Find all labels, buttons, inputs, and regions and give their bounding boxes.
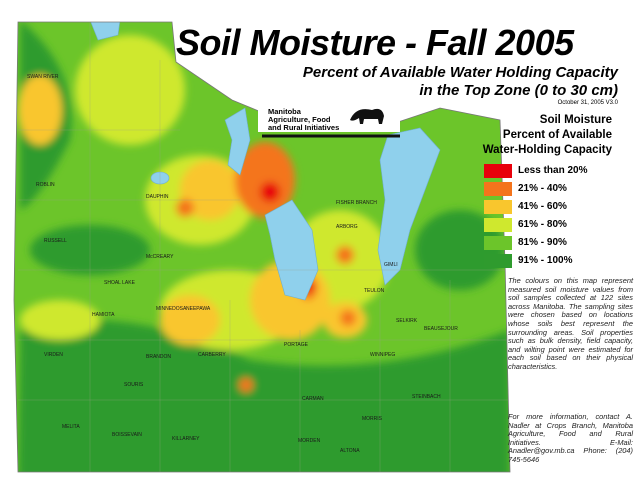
- place-label: KILLARNEY: [172, 436, 200, 442]
- logo-text: and Rural Initiatives: [268, 123, 340, 132]
- place-labels: SWAN RIVER ROBLIN RUSSELL DAUPHIN FISHER…: [27, 74, 458, 454]
- place-label: TEULON: [364, 288, 385, 294]
- place-label: VIRDEN: [44, 352, 63, 358]
- logo-text: Manitoba: [268, 107, 301, 116]
- legend-label: 41% - 60%: [518, 201, 567, 212]
- legend-label: 91% - 100%: [518, 255, 573, 266]
- subtitle: Percent of Available Water Holding Capac…: [302, 64, 618, 81]
- place-label: CARBERRY: [198, 352, 226, 358]
- place-label: ALTONA: [340, 448, 360, 454]
- place-label: STEINBACH: [412, 394, 441, 400]
- legend-label: 21% - 40%: [518, 183, 567, 194]
- subtitle: in the Top Zone (0 to 30 cm): [419, 82, 618, 99]
- place-label: HAMIOTA: [92, 312, 115, 318]
- place-label: ROBLIN: [36, 182, 55, 188]
- place-label: RUSSELL: [44, 238, 67, 244]
- legend-swatch: [484, 254, 512, 268]
- title: Soil Moisture - Fall 2005: [176, 22, 574, 63]
- legend-swatch: [484, 182, 512, 196]
- place-label: BOISSEVAIN: [112, 432, 142, 438]
- legend-swatch: [484, 164, 512, 178]
- place-label: SOURIS: [124, 382, 144, 388]
- place-label: BEAUSEJOUR: [424, 326, 458, 332]
- bison-logo: [350, 108, 384, 124]
- place-label: SHOAL LAKE: [104, 280, 136, 286]
- legend-swatch: [484, 236, 512, 250]
- logo-text: Agriculture, Food: [268, 115, 331, 124]
- legend-label: Less than 20%: [518, 165, 588, 176]
- legend-swatch: [484, 200, 512, 214]
- description: The colours on this map represent measur…: [508, 276, 633, 371]
- place-label: MORRIS: [362, 416, 383, 422]
- place-label: CARMAN: [302, 396, 324, 402]
- province-outline: [13, 21, 511, 473]
- place-label: FISHER BRANCH: [336, 200, 377, 206]
- place-label: McCREARY: [146, 254, 174, 260]
- place-label: MINNEDOSA: [156, 306, 187, 312]
- place-label: MORDEN: [298, 438, 321, 444]
- place-label: ARBORG: [336, 224, 358, 230]
- legend-title: Percent of Available: [502, 129, 612, 141]
- legend-title: Water-Holding Capacity: [482, 144, 612, 156]
- place-label: NEEPAWA: [186, 306, 211, 312]
- place-label: PORTAGE: [284, 342, 309, 348]
- place-label: GIMLI: [384, 262, 398, 268]
- place-label: BRANDON: [146, 354, 171, 360]
- legend-swatch: [484, 218, 512, 232]
- legend-title: Soil Moisture: [539, 114, 612, 126]
- place-label: DAUPHIN: [146, 194, 169, 200]
- place-label: SWAN RIVER: [27, 74, 59, 80]
- legend-label: 61% - 80%: [518, 219, 567, 230]
- date: October 31, 2005 V3.0: [557, 100, 618, 106]
- lakes: [89, 22, 441, 301]
- place-label: SELKIRK: [396, 318, 418, 324]
- place-label: WINNIPEG: [370, 352, 395, 358]
- contact: For more information, contact A. Nadler …: [508, 412, 633, 464]
- boundaries: [18, 22, 510, 472]
- legend-label: 81% - 90%: [518, 237, 567, 248]
- place-label: MELITA: [62, 424, 80, 430]
